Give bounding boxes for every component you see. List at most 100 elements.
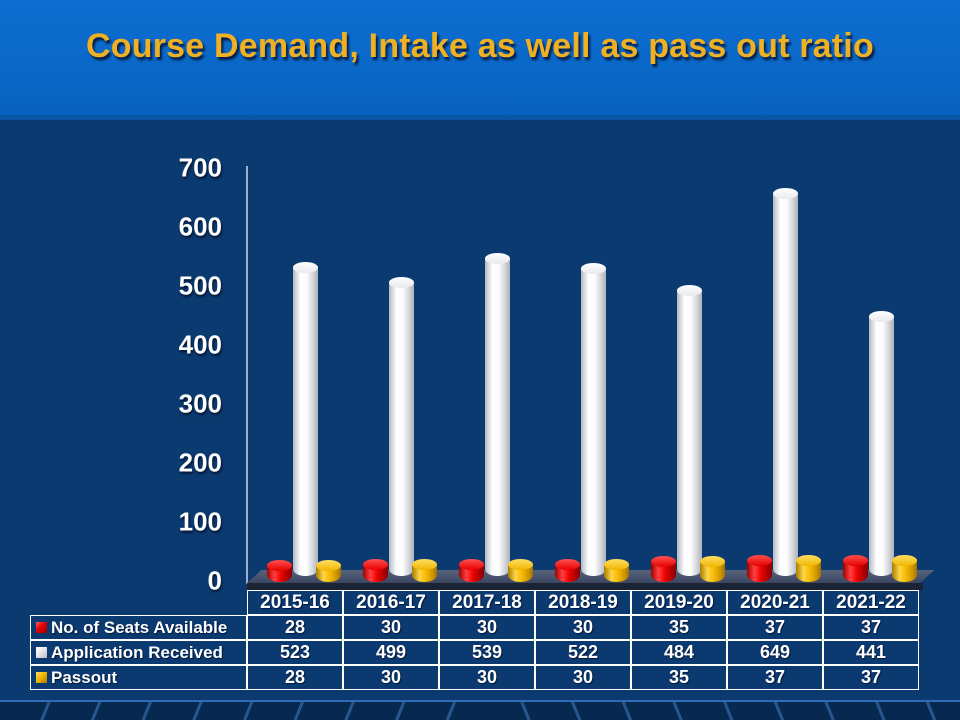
table-value-2016-17: 499 <box>343 640 439 665</box>
footer-pattern-left <box>0 702 480 720</box>
y-tick-label: 700 <box>178 152 222 183</box>
cylinder-top <box>677 285 702 296</box>
table-value-2016-17: 30 <box>343 665 439 690</box>
cylinder-top <box>869 311 894 322</box>
bar-passout-2015-16 <box>316 560 341 582</box>
bar-passout-2016-17 <box>412 559 437 582</box>
table-value-2019-20: 35 <box>631 665 727 690</box>
cylinder-body <box>389 282 414 576</box>
bar-passout-2020-21 <box>796 555 821 582</box>
cylinder-top <box>412 559 437 570</box>
cylinder-top <box>773 188 798 199</box>
cylinder-top <box>459 559 484 570</box>
table-value-2017-18: 30 <box>439 665 535 690</box>
footer-strip <box>0 700 960 720</box>
bar-no-of-seats-available-2019-20 <box>651 556 676 582</box>
table-header-2015-16: 2015-16 <box>247 590 343 615</box>
bar-no-of-seats-available-2021-22 <box>843 555 868 582</box>
cylinder-body <box>677 290 702 576</box>
y-tick-label: 0 <box>207 565 222 596</box>
cylinder-body <box>747 560 772 582</box>
cylinder-top <box>651 556 676 567</box>
chart-floor-front <box>247 583 923 590</box>
bar-passout-2018-19 <box>604 559 629 582</box>
y-tick-label: 100 <box>178 506 222 537</box>
table-value-2020-21: 649 <box>727 640 823 665</box>
data-table: 2015-16 2016-17 2017-18 2018-19 2019-20 2020-… <box>30 590 919 690</box>
cylinder-top <box>508 559 533 570</box>
table-value-2015-16: 28 <box>247 665 343 690</box>
bar-application-received-2018-19 <box>581 263 606 576</box>
y-tick-label: 500 <box>178 270 222 301</box>
series-label: Passout <box>51 667 118 687</box>
cylinder-top <box>843 555 868 566</box>
bar-passout-2019-20 <box>700 556 725 582</box>
table-value-2020-21: 37 <box>727 665 823 690</box>
series-label: Application Received <box>51 642 223 662</box>
bar-no-of-seats-available-2016-17 <box>363 559 388 582</box>
cylinder-body <box>773 193 798 576</box>
table-value-2021-22: 441 <box>823 640 919 665</box>
y-axis-line <box>246 166 248 584</box>
table-header-2017-18: 2017-18 <box>439 590 535 615</box>
cylinder-body <box>869 316 894 576</box>
cylinder-top <box>555 559 580 570</box>
table-value-2020-21: 37 <box>727 615 823 640</box>
table-row-label-passout: Passout <box>30 665 247 690</box>
cylinder-top <box>267 560 292 571</box>
cylinder-top <box>604 559 629 570</box>
bar-no-of-seats-available-2018-19 <box>555 559 580 582</box>
table-value-2021-22: 37 <box>823 615 919 640</box>
cylinder-top <box>892 555 917 566</box>
y-tick-label: 200 <box>178 447 222 478</box>
bar-no-of-seats-available-2017-18 <box>459 559 484 582</box>
bar-application-received-2015-16 <box>293 262 318 576</box>
table-row-label-application-received: Application Received <box>30 640 247 665</box>
cylinder-top <box>485 253 510 264</box>
footer-pattern-right <box>480 702 960 720</box>
bar-application-received-2017-18 <box>485 253 510 576</box>
table-value-2016-17: 30 <box>343 615 439 640</box>
table-value-2019-20: 484 <box>631 640 727 665</box>
bar-application-received-2016-17 <box>389 277 414 576</box>
bar-no-of-seats-available-2015-16 <box>267 560 292 582</box>
table-row-label-no-of-seats-available: No. of Seats Available <box>30 615 247 640</box>
legend-marker-application-received <box>36 647 47 658</box>
y-tick-label: 400 <box>178 329 222 360</box>
bar-passout-2017-18 <box>508 559 533 582</box>
table-header-2018-19: 2018-19 <box>535 590 631 615</box>
table-header-2019-20: 2019-20 <box>631 590 727 615</box>
table-value-2018-19: 30 <box>535 665 631 690</box>
cylinder-top <box>363 559 388 570</box>
series-label: No. of Seats Available <box>51 617 228 637</box>
bar-application-received-2020-21 <box>773 188 798 576</box>
legend-marker-no-of-seats-available <box>36 622 47 633</box>
cylinder-body <box>485 258 510 576</box>
cylinder-top <box>293 262 318 273</box>
table-value-2018-19: 522 <box>535 640 631 665</box>
cylinder-top <box>796 555 821 566</box>
cylinder-top <box>389 277 414 288</box>
table-header-2021-22: 2021-22 <box>823 590 919 615</box>
cylinder-top <box>747 555 772 566</box>
cylinder-body <box>796 560 821 582</box>
table-corner-spacer <box>30 590 247 615</box>
table-header-2016-17: 2016-17 <box>343 590 439 615</box>
bar-application-received-2019-20 <box>677 285 702 576</box>
cylinder-top <box>581 263 606 274</box>
table-value-2021-22: 37 <box>823 665 919 690</box>
table-value-2018-19: 30 <box>535 615 631 640</box>
table-header-2020-21: 2020-21 <box>727 590 823 615</box>
title-banner: Course Demand, Intake as well as pass ou… <box>0 0 960 120</box>
cylinder-body <box>293 267 318 576</box>
table-value-2017-18: 30 <box>439 615 535 640</box>
table-value-2015-16: 523 <box>247 640 343 665</box>
cylinder-top <box>316 560 341 571</box>
cylinder-body <box>581 268 606 576</box>
y-tick-label: 300 <box>178 388 222 419</box>
cylinder-body <box>843 560 868 582</box>
y-tick-label: 600 <box>178 211 222 242</box>
legend-marker-passout <box>36 672 47 683</box>
